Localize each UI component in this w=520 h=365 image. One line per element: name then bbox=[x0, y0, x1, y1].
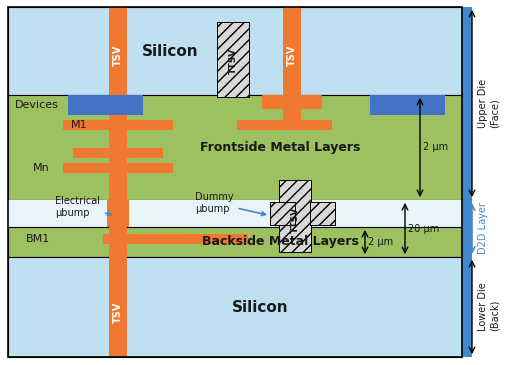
Bar bbox=[68, 95, 143, 115]
Bar bbox=[63, 163, 173, 173]
Text: Electrical
μbump: Electrical μbump bbox=[55, 196, 111, 218]
Text: BM1: BM1 bbox=[26, 234, 50, 244]
Bar bbox=[283, 7, 301, 95]
Bar bbox=[8, 257, 462, 357]
Text: 2 μm: 2 μm bbox=[423, 142, 448, 153]
Bar bbox=[103, 234, 248, 244]
Text: TSV: TSV bbox=[113, 301, 123, 323]
Bar bbox=[8, 200, 462, 227]
Bar bbox=[73, 148, 163, 158]
Bar bbox=[270, 202, 295, 225]
Text: Silicon: Silicon bbox=[232, 300, 288, 315]
Bar bbox=[279, 180, 311, 252]
Text: Silicon: Silicon bbox=[141, 43, 198, 58]
Bar bbox=[283, 109, 301, 127]
Bar bbox=[8, 227, 462, 257]
Bar bbox=[8, 95, 462, 200]
Text: M1: M1 bbox=[71, 120, 88, 130]
Text: TSV: TSV bbox=[287, 45, 297, 66]
Text: Devices: Devices bbox=[15, 100, 59, 110]
Bar bbox=[237, 120, 332, 130]
Bar bbox=[112, 153, 124, 163]
Text: Mn: Mn bbox=[33, 163, 50, 173]
Bar bbox=[310, 202, 335, 225]
Bar bbox=[63, 120, 173, 130]
Text: Dummy
μbump: Dummy μbump bbox=[195, 192, 266, 215]
Text: TTSV: TTSV bbox=[291, 207, 300, 233]
Bar bbox=[262, 95, 322, 109]
Bar bbox=[370, 95, 445, 115]
Bar bbox=[112, 125, 124, 148]
Bar bbox=[109, 95, 127, 200]
Bar bbox=[8, 7, 462, 95]
Bar bbox=[8, 7, 462, 357]
Bar bbox=[462, 7, 472, 357]
Text: D2D Layer: D2D Layer bbox=[478, 203, 488, 254]
Text: Upper Die
(Face): Upper Die (Face) bbox=[478, 79, 500, 128]
Text: 20 μm: 20 μm bbox=[408, 223, 439, 234]
Text: Lower Die
(Back): Lower Die (Back) bbox=[478, 283, 500, 331]
Text: 2 μm: 2 μm bbox=[368, 237, 393, 247]
Bar bbox=[107, 200, 129, 227]
Text: TTSV: TTSV bbox=[228, 48, 238, 74]
Text: TSV: TSV bbox=[113, 45, 123, 66]
Text: Frontside Metal Layers: Frontside Metal Layers bbox=[200, 141, 360, 154]
Bar bbox=[109, 227, 127, 257]
Bar bbox=[217, 22, 249, 97]
Bar bbox=[109, 257, 127, 357]
Text: Backside Metal Layers: Backside Metal Layers bbox=[202, 235, 358, 249]
Bar bbox=[109, 7, 127, 95]
